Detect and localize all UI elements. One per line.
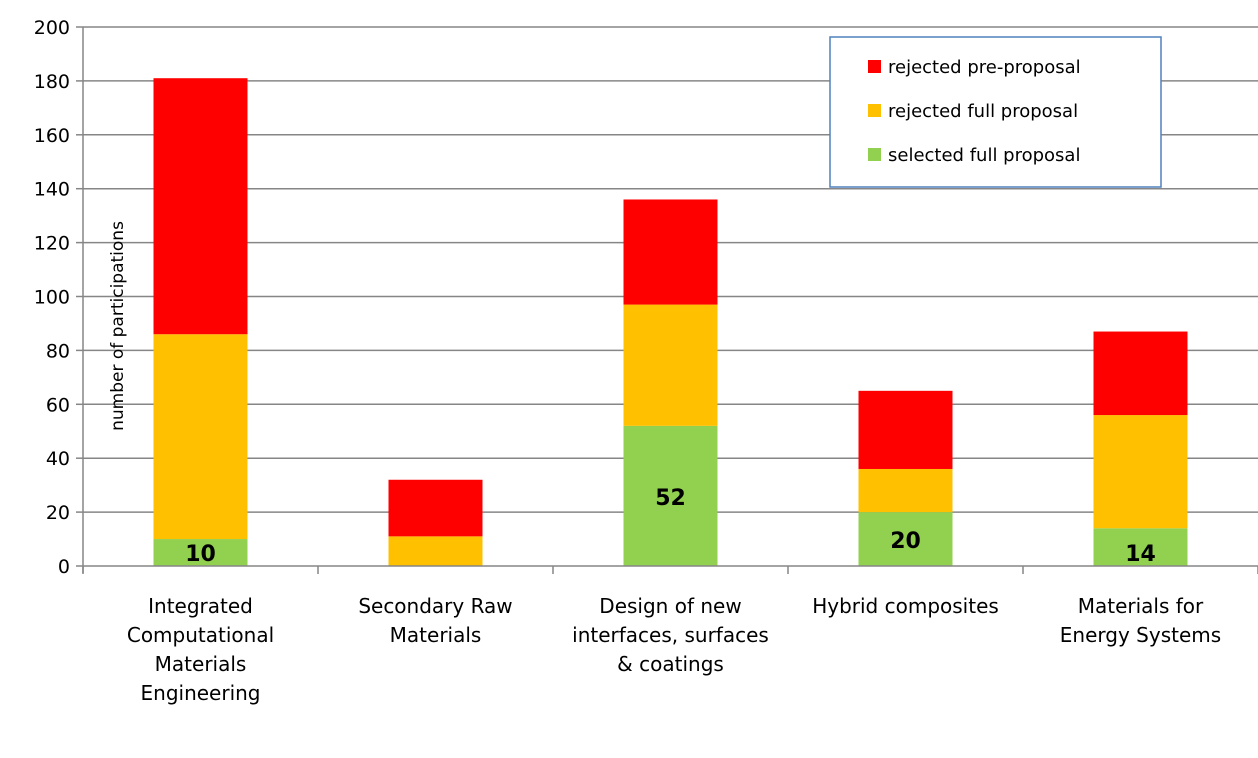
- x-category-label: Secondary Raw Materials: [358, 594, 512, 647]
- bar-segment-rejected-full-proposal: [153, 334, 248, 540]
- bar-segment-rejected-full-proposal: [1093, 415, 1188, 529]
- x-category-label-line: Energy Systems: [1060, 623, 1221, 647]
- axes: [76, 26, 1258, 574]
- y-tick-label: 20: [46, 502, 70, 524]
- legend-swatch: [868, 60, 881, 73]
- bar-segment-selected-full-proposal: [623, 425, 718, 566]
- data-label: 52: [655, 486, 686, 511]
- y-axis-title: number of participations: [108, 221, 128, 431]
- x-category-label-line: & coatings: [617, 652, 724, 676]
- bar-segment-rejected-full-proposal: [623, 304, 718, 426]
- x-category-labels: Integrated Computational Materials Engineer…: [127, 594, 1221, 705]
- y-tick-label: 100: [34, 287, 70, 309]
- x-category-label: Hybrid composites: [812, 594, 999, 618]
- x-category-label-line: Integrated: [148, 594, 253, 618]
- x-category-label-line: interfaces, surfaces: [572, 623, 769, 647]
- bar-segment-rejected-pre-proposal: [153, 78, 248, 335]
- bar-segment-selected-full-proposal: [1093, 528, 1188, 566]
- legend: rejected pre-proposal rejected full propo…: [829, 36, 1162, 188]
- data-label: 20: [890, 529, 921, 554]
- x-category-label-line: Engineering: [141, 681, 261, 705]
- x-category-label-line: Materials: [390, 623, 482, 647]
- bar-segment-rejected-full-proposal: [858, 468, 953, 513]
- x-category-label-line: Materials: [155, 652, 247, 676]
- y-tick-label: 140: [34, 179, 70, 201]
- x-category-label: Design of new interfaces, surfaces & coati…: [572, 594, 769, 676]
- data-labels: 10 52 20 14: [185, 486, 1156, 567]
- x-category-label-line: Computational: [127, 623, 274, 647]
- x-category-label-line: Secondary Raw: [358, 594, 512, 618]
- data-label: 10: [185, 542, 216, 567]
- legend-swatch: [868, 104, 881, 117]
- x-category-label-line: Materials for: [1078, 594, 1204, 618]
- y-tick-label: 180: [34, 71, 70, 93]
- y-tick-label: 40: [46, 448, 70, 470]
- bar-segment-rejected-pre-proposal: [388, 479, 483, 537]
- y-tick-label: 60: [46, 394, 70, 416]
- legend-swatch: [868, 148, 881, 161]
- x-category-label: Integrated Computational Materials Engineer…: [127, 594, 274, 705]
- legend-label: rejected full proposal: [888, 101, 1078, 122]
- y-tick-label: 80: [46, 340, 70, 362]
- bar-segment-rejected-full-proposal: [388, 536, 483, 566]
- x-category-label-line: Design of new: [599, 594, 741, 618]
- bar-segment-rejected-pre-proposal: [623, 199, 718, 305]
- data-label: 14: [1125, 542, 1156, 567]
- x-category-label-line: Hybrid composites: [812, 594, 999, 618]
- bar-segment-rejected-pre-proposal: [858, 390, 953, 469]
- y-tick-labels: 0 20 40 60 80 100 120 140 160 180 200: [34, 17, 70, 578]
- y-tick-label: 0: [58, 556, 70, 578]
- bar-segment-rejected-pre-proposal: [1093, 331, 1188, 416]
- bar-segment-selected-full-proposal: [153, 539, 248, 566]
- legend-box: [829, 36, 1162, 188]
- legend-label: selected full proposal: [888, 145, 1080, 166]
- y-tick-label: 120: [34, 233, 70, 255]
- legend-label: rejected pre-proposal: [888, 57, 1081, 78]
- x-category-label: Materials for Energy Systems: [1060, 594, 1221, 647]
- bars: [153, 78, 1188, 566]
- y-tick-label: 160: [34, 125, 70, 147]
- y-tick-label: 200: [34, 17, 70, 39]
- bar-segment-selected-full-proposal: [858, 512, 953, 566]
